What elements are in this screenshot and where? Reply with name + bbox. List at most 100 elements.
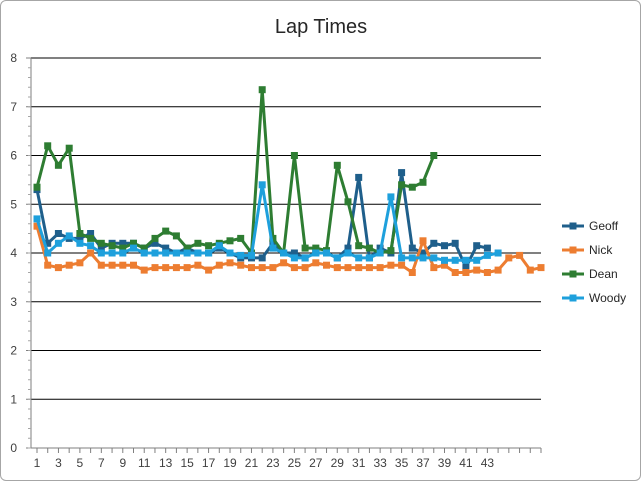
- data-point-woody: [312, 249, 320, 257]
- y-tick-label: 1: [10, 392, 17, 406]
- x-tick-label: 29: [331, 456, 345, 470]
- x-tick-label: 37: [416, 456, 430, 470]
- x-tick-label: 15: [180, 456, 194, 470]
- data-point-dean: [65, 144, 73, 152]
- data-point-nick: [172, 264, 180, 272]
- x-tick-label: 41: [459, 456, 473, 470]
- y-tick-label: 2: [10, 344, 17, 358]
- data-point-nick: [183, 264, 191, 272]
- data-point-woody: [376, 249, 384, 257]
- legend-swatch-marker: [569, 222, 577, 230]
- series-lines: [33, 86, 545, 276]
- data-point-nick: [483, 269, 491, 276]
- data-point-nick: [473, 266, 481, 274]
- data-point-geoff: [44, 239, 52, 247]
- data-point-nick: [430, 264, 438, 272]
- data-point-geoff: [441, 242, 448, 250]
- data-point-woody: [215, 242, 223, 250]
- chart-title: Lap Times: [275, 16, 367, 38]
- data-point-woody: [194, 249, 202, 257]
- data-point-woody: [237, 251, 245, 259]
- x-tick-label: 25: [288, 456, 302, 470]
- data-point-nick: [441, 261, 448, 269]
- data-point-dean: [172, 232, 180, 240]
- x-tick-label: 5: [77, 456, 84, 470]
- data-point-dean: [408, 183, 416, 191]
- series-line-dean: [35, 88, 436, 255]
- x-tick-label: 27: [309, 456, 323, 470]
- data-point-dean: [355, 242, 363, 250]
- legend-label: Nick: [589, 243, 613, 257]
- data-point-nick: [119, 261, 127, 269]
- data-point-woody: [473, 256, 481, 264]
- data-point-nick: [290, 264, 298, 272]
- data-point-woody: [355, 254, 363, 262]
- y-tick-label: 6: [10, 149, 17, 163]
- data-point-woody: [162, 249, 170, 257]
- data-point-dean: [430, 152, 438, 159]
- data-point-dean: [183, 244, 191, 252]
- x-tick-label: 17: [202, 456, 216, 470]
- legend-item-geoff: Geoff: [562, 219, 619, 233]
- y-tick-label: 8: [10, 51, 17, 65]
- data-point-dean: [119, 244, 127, 252]
- data-point-woody: [258, 181, 266, 189]
- data-point-woody: [483, 251, 491, 259]
- data-point-woody: [183, 249, 191, 257]
- legend-label: Geoff: [589, 219, 619, 233]
- data-point-dean: [312, 244, 320, 252]
- x-tick-label: 11: [138, 456, 151, 470]
- data-point-dean: [87, 234, 95, 242]
- x-tick-label: 33: [373, 456, 387, 470]
- x-tick-label: 21: [245, 456, 259, 470]
- x-tick-label: 39: [438, 456, 452, 470]
- data-point-woody: [248, 251, 255, 259]
- data-point-nick: [226, 259, 234, 267]
- data-point-woody: [140, 249, 148, 257]
- data-point-woody: [172, 249, 180, 257]
- data-point-woody: [269, 244, 277, 252]
- data-point-woody: [398, 254, 406, 262]
- data-point-nick: [248, 264, 255, 272]
- data-point-nick: [323, 261, 330, 269]
- data-point-woody: [301, 254, 309, 262]
- data-point-geoff: [451, 239, 459, 247]
- data-point-woody: [108, 249, 116, 257]
- data-point-dean: [333, 161, 341, 169]
- data-point-dean: [301, 244, 309, 252]
- x-tick-label: 23: [266, 456, 280, 470]
- data-point-geoff: [408, 244, 416, 252]
- legend-swatch-marker: [569, 246, 577, 254]
- legend-label: Dean: [589, 267, 618, 281]
- data-point-nick: [376, 264, 384, 272]
- data-point-dean: [226, 237, 234, 245]
- data-point-nick: [44, 261, 52, 269]
- y-tick-label: 5: [10, 197, 17, 211]
- data-point-woody: [344, 249, 352, 257]
- data-point-woody: [365, 254, 373, 262]
- y-tick-label: 0: [10, 441, 17, 455]
- data-point-geoff: [344, 244, 352, 252]
- data-point-dean: [33, 183, 41, 191]
- data-point-geoff: [419, 249, 427, 257]
- data-point-woody: [54, 239, 62, 247]
- data-point-geoff: [398, 169, 406, 177]
- data-point-woody: [65, 232, 73, 240]
- data-point-nick: [215, 261, 223, 269]
- x-tick-label: 35: [395, 456, 409, 470]
- data-point-nick: [33, 222, 41, 230]
- x-tick-label: 9: [119, 456, 126, 470]
- data-point-woody: [119, 249, 127, 257]
- data-point-woody: [451, 256, 459, 264]
- data-point-woody: [290, 254, 298, 262]
- legend-item-dean: Dean: [562, 267, 618, 281]
- data-point-nick: [408, 269, 416, 276]
- data-point-woody: [441, 256, 448, 264]
- data-point-nick: [54, 264, 62, 272]
- data-point-geoff: [87, 230, 95, 237]
- data-point-nick: [344, 264, 352, 272]
- data-point-nick: [87, 249, 95, 257]
- data-point-geoff: [162, 244, 170, 252]
